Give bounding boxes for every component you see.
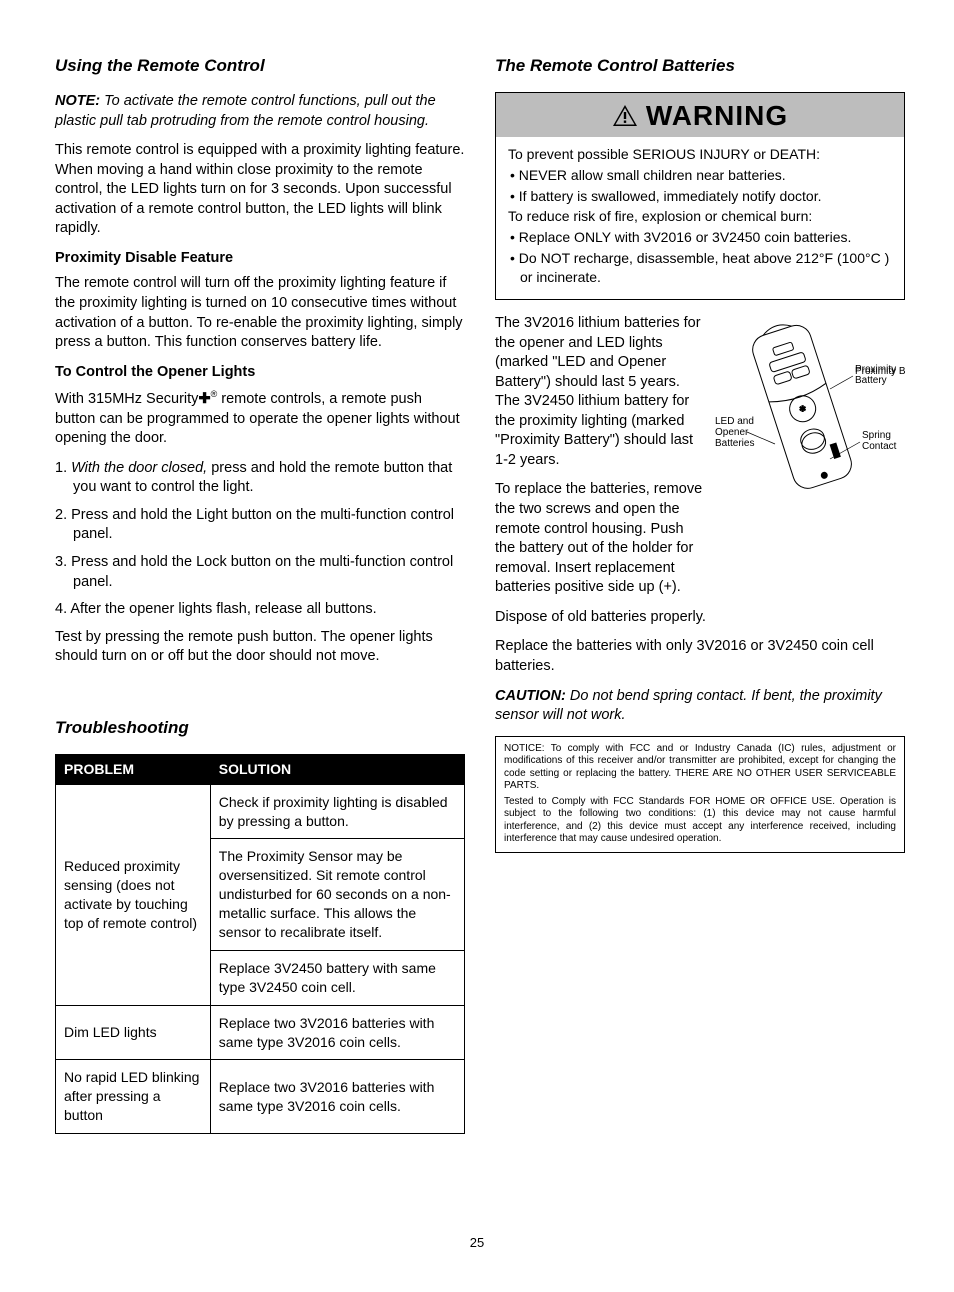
warning-icon (612, 104, 638, 127)
svg-text:LED and: LED and (715, 416, 754, 427)
step-2: 2. Press and hold the Light button on th… (55, 506, 465, 545)
right-column: The Remote Control Batteries WARNING To … (495, 55, 905, 1134)
cell-problem-1: Reduced proximity sensing (does not acti… (56, 784, 211, 1005)
warning-list-2: Replace ONLY with 3V2016 or 3V2450 coin … (508, 228, 894, 287)
cell-solution-1a: Check if proximity lighting is disabled … (210, 784, 464, 839)
para-intro: This remote control is equipped with a p… (55, 141, 465, 239)
subheading-opener-lights: To Control the Opener Lights (55, 363, 465, 383)
cell-problem-2: Dim LED lights (56, 1005, 211, 1060)
left-column: Using the Remote Control NOTE: To activa… (55, 55, 465, 1134)
para-proximity-disable: The remote control will turn off the pro… (55, 274, 465, 352)
warning-header: WARNING (496, 93, 904, 137)
remote-diagram: ✱ Proximity Battery Proximity (715, 314, 905, 499)
fcc-notice-box: NOTICE: To comply with FCC and or Indust… (495, 736, 905, 853)
svg-text:Proximity: Proximity (855, 364, 896, 375)
fcc-para-2: Tested to Comply with FCC Standards FOR … (504, 796, 896, 846)
step-3: 3. Press and hold the Lock button on the… (55, 553, 465, 592)
svg-text:✱: ✱ (799, 405, 806, 414)
svg-text:Batteries: Batteries (715, 438, 754, 449)
note-paragraph: NOTE: To activate the remote control fun… (55, 92, 465, 131)
warning-item: Replace ONLY with 3V2016 or 3V2450 coin … (508, 228, 894, 247)
svg-text:Opener: Opener (715, 427, 749, 438)
page-number: 25 (55, 1234, 899, 1252)
step-1: 1. With the door closed, press and hold … (55, 459, 465, 498)
th-solution: SOLUTION (210, 754, 464, 784)
warning-lead-1: To prevent possible SERIOUS INJURY or DE… (508, 145, 894, 164)
battery-section: The 3V2016 lithium batteries for the ope… (495, 314, 905, 726)
svg-text:Spring: Spring (862, 430, 891, 441)
cell-problem-3: No rapid LED blinking after pressing a b… (56, 1060, 211, 1134)
warning-title: WARNING (646, 97, 788, 135)
para-test: Test by pressing the remote push button.… (55, 628, 465, 667)
table-row: Reduced proximity sensing (does not acti… (56, 784, 465, 839)
caution-label: CAUTION: (495, 688, 566, 704)
warning-box: WARNING To prevent possible SERIOUS INJU… (495, 92, 905, 300)
para-replace-with: Replace the batteries with only 3V2016 o… (495, 637, 905, 676)
para-battery-life: The 3V2016 lithium batteries for the ope… (495, 314, 705, 471)
note-label: NOTE: (55, 93, 100, 109)
cell-solution-3: Replace two 3V2016 batteries with same t… (210, 1060, 464, 1134)
para-dispose: Dispose of old batteries properly. (495, 608, 905, 628)
step-4: 4. After the opener lights flash, releas… (55, 600, 465, 620)
heading-batteries: The Remote Control Batteries (495, 55, 905, 78)
caution-paragraph: CAUTION: Do not bend spring contact. If … (495, 687, 905, 726)
troubleshooting-table: PROBLEM SOLUTION Reduced proximity sensi… (55, 754, 465, 1134)
th-problem: PROBLEM (56, 754, 211, 784)
table-row: Dim LED lights Replace two 3V2016 batter… (56, 1005, 465, 1060)
subheading-proximity-disable: Proximity Disable Feature (55, 249, 465, 269)
fcc-para-1: NOTICE: To comply with FCC and or Indust… (504, 743, 896, 793)
cell-solution-1c: Replace 3V2450 battery with same type 3V… (210, 950, 464, 1005)
warning-body: To prevent possible SERIOUS INJURY or DE… (496, 137, 904, 299)
heading-troubleshooting: Troubleshooting (55, 717, 465, 740)
svg-text:Contact: Contact (862, 441, 897, 452)
cell-solution-2: Replace two 3V2016 batteries with same t… (210, 1005, 464, 1060)
note-body: To activate the remote control functions… (55, 93, 436, 129)
warning-lead-2: To reduce risk of fire, explosion or che… (508, 207, 894, 226)
steps-list: 1. With the door closed, press and hold … (55, 459, 465, 620)
page-columns: Using the Remote Control NOTE: To activa… (55, 55, 899, 1134)
warning-item: If battery is swallowed, immediately not… (508, 187, 894, 206)
para-replace-instructions: To replace the batteries, remove the two… (495, 480, 705, 597)
warning-item: Do NOT recharge, disassemble, heat above… (508, 249, 894, 287)
svg-text:Battery: Battery (855, 375, 887, 386)
cell-solution-1b: The Proximity Sensor may be oversensitiz… (210, 839, 464, 950)
warning-item: NEVER allow small children near batterie… (508, 166, 894, 185)
heading-using-remote: Using the Remote Control (55, 55, 465, 78)
warning-list-1: NEVER allow small children near batterie… (508, 166, 894, 206)
para-security-plus: With 315MHz Security✚® remote controls, … (55, 388, 465, 449)
table-row: No rapid LED blinking after pressing a b… (56, 1060, 465, 1134)
